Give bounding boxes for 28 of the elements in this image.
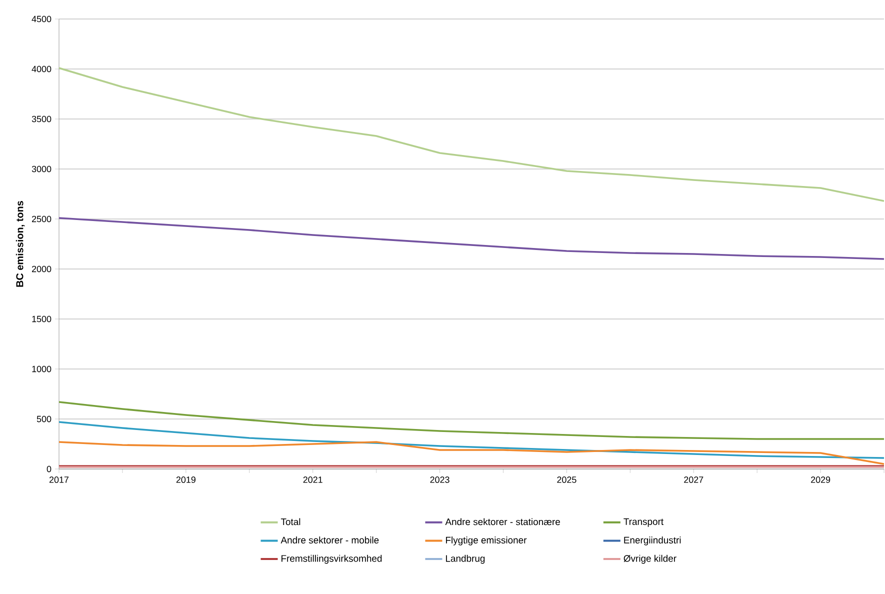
legend-label: Andre sektorer - stationære <box>445 518 560 526</box>
y-tick-label: 3500 <box>32 116 52 122</box>
legend-label: Energiindustri <box>624 536 681 546</box>
x-tick-label: 2017 <box>49 476 69 483</box>
x-tick-label: 2021 <box>303 476 322 483</box>
y-tick-label: 3000 <box>32 166 52 172</box>
legend-label: Total <box>280 518 300 526</box>
y-tick-label: 500 <box>36 416 52 422</box>
y-axis-title: BC emission, tons <box>16 200 25 287</box>
y-tick-label: 1500 <box>32 316 52 322</box>
legend-label: Øvrige kilder <box>624 554 676 564</box>
y-tick-label: 2000 <box>32 266 52 272</box>
legend-label: Flygtige emissioner <box>446 536 527 546</box>
legend-label: Andre sektorer - mobile <box>280 536 379 544</box>
x-tick-label: 2025 <box>557 476 576 483</box>
line-series <box>59 421 884 459</box>
x-tick-label: 2029 <box>811 476 830 483</box>
x-tick-label: 2023 <box>430 476 450 483</box>
legend-label: Fremstillingsvirksomhed <box>282 554 382 564</box>
y-tick-label: 2500 <box>32 216 52 222</box>
x-tick-label: 2019 <box>176 476 196 483</box>
y-tick-label: 4500 <box>32 16 52 22</box>
y-tick-label: 4000 <box>32 66 52 72</box>
y-tick-label: 0 <box>46 466 52 472</box>
x-tick-label: 2027 <box>684 476 704 483</box>
y-tick-label: 1000 <box>32 366 52 372</box>
legend-label: Transport <box>624 518 664 527</box>
legend-label: Landbrug <box>446 554 485 564</box>
